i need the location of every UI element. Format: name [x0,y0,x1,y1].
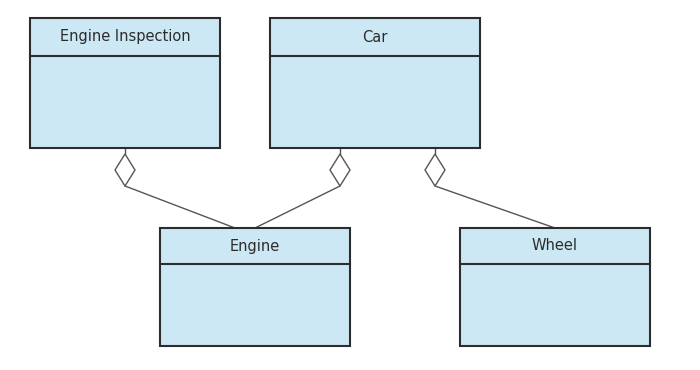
Bar [160,228,350,346]
Text: Engine Inspection: Engine Inspection [60,30,190,44]
Bar [30,18,220,148]
Bar [270,18,480,148]
Polygon shape [425,154,445,186]
Polygon shape [330,154,350,186]
Bar [460,228,650,346]
Text: Engine: Engine [230,239,280,253]
Text: Wheel: Wheel [532,239,578,253]
Text: Car: Car [363,30,388,44]
Polygon shape [115,154,135,186]
